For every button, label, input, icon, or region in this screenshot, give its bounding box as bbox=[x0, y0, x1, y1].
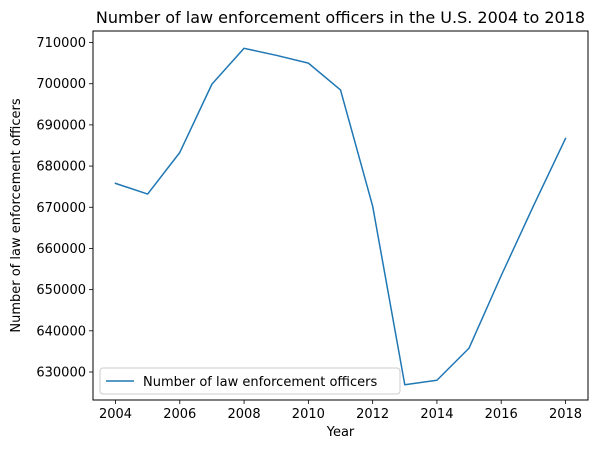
x-tick-label: 2018 bbox=[549, 407, 582, 422]
series-line bbox=[114, 47, 567, 386]
legend-box bbox=[99, 367, 401, 395]
y-axis: 630000 640000 650000 660000 670000 680000 6900… bbox=[36, 36, 93, 380]
x-tick-label: 2016 bbox=[485, 407, 518, 422]
x-axis: 2004 2006 2008 2010 2012 2014 2016 2018 bbox=[99, 400, 582, 422]
legend: Number of law enforcement officers bbox=[99, 367, 401, 395]
y-axis-title: Number of law enforcement officers bbox=[9, 98, 24, 332]
chart-title: Number of law enforcement officers in th… bbox=[96, 8, 585, 27]
x-tick-label: 2012 bbox=[356, 407, 389, 422]
y-tick-label: 640000 bbox=[36, 324, 86, 339]
y-tick-label: 630000 bbox=[36, 365, 86, 380]
x-tick-label: 2008 bbox=[228, 407, 261, 422]
x-tick-label: 2006 bbox=[163, 407, 196, 422]
x-tick-label: 2004 bbox=[99, 407, 132, 422]
y-tick-label: 670000 bbox=[36, 201, 86, 216]
x-axis-title: Year bbox=[326, 425, 355, 440]
y-tick-label: 680000 bbox=[36, 160, 86, 175]
y-tick-label: 650000 bbox=[36, 283, 86, 298]
plot-frame bbox=[92, 30, 589, 401]
x-tick-label: 2010 bbox=[292, 407, 325, 422]
legend-label: Number of law enforcement officers bbox=[143, 375, 377, 390]
y-tick-label: 700000 bbox=[36, 77, 86, 92]
x-tick-label: 2014 bbox=[420, 407, 453, 422]
y-tick-label: 660000 bbox=[36, 242, 86, 257]
y-tick-label: 690000 bbox=[36, 118, 86, 133]
series-layer bbox=[114, 47, 567, 386]
y-tick-label: 710000 bbox=[36, 36, 86, 51]
